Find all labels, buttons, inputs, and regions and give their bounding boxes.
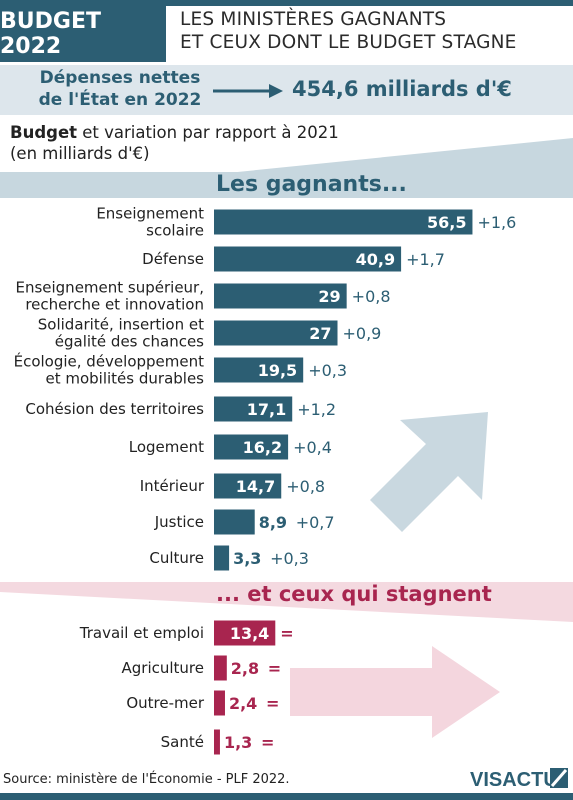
variation-label-1-0: = [280,624,293,643]
value-label-1-2: 2,4 [229,694,257,713]
category-label-0-2-0: Enseignement supérieur, [15,279,204,297]
category-label-1-2-0: Outre-mer [126,694,205,712]
category-label-0-5-0: Cohésion des territoires [25,400,204,418]
bar-1-3 [214,729,220,755]
bar-0-4 [214,357,304,383]
bar-0-9 [214,545,230,571]
category-label-0-2-1: recherche et innovation [25,296,204,314]
budget-title-rest: et variation par rapport à 2021 [77,123,339,142]
value-label-1-3: 1,3 [224,733,252,752]
bar-0-2 [214,283,347,309]
logo-text: VISACTU [470,769,558,791]
value-label-0-2: 29 [318,287,340,306]
section-title-gainers: Les gagnants... [216,172,407,197]
variation-label-1-2: = [266,694,279,713]
spending-value: 454,6 milliards d'€ [292,77,512,101]
budget-badge: BUDGET 2022 [0,6,166,62]
category-label-0-8-0: Justice [154,513,204,531]
bar-0-0 [214,209,473,235]
spending-label-line-1: Dépenses nettes [39,68,201,88]
value-label-0-6: 16,2 [243,438,282,457]
category-label-0-0-0: Enseignement [96,205,204,223]
budget-title: Budget et variation par rapport à 2021 (… [10,122,339,164]
gainers-header-band [0,172,573,198]
value-label-0-1: 40,9 [356,250,395,269]
spending-label-line-2: de l'État en 2022 [38,90,202,110]
bar-0-6 [214,434,289,460]
value-label-0-4: 19,5 [258,361,297,380]
variation-label-1-3: = [261,733,274,752]
section-title-stagnant: ... et ceux qui stagnent [216,582,492,606]
variation-label-0-8: +0,7 [296,513,335,532]
value-label-0-5: 17,1 [247,400,286,419]
variation-label-0-1: +1,7 [406,250,445,269]
right-arrow-icon [290,646,500,738]
variation-label-0-7: +0,8 [286,477,325,496]
bar-0-1 [214,246,402,272]
headline-line-2: ET CEUX DONT LE BUDGET STAGNE [180,32,517,53]
value-label-0-8: 8,9 [259,513,287,532]
headline: LES MINISTÈRES GAGNANTS ET CEUX DONT LE … [180,8,570,54]
category-label-0-9-0: Culture [149,549,204,567]
category-label-1-0-0: Travail et emploi [79,624,204,642]
category-label-0-3-0: Solidarité, insertion et [38,316,204,334]
category-label-0-6-0: Logement [129,438,204,456]
spending-label: Dépenses nettes de l'État en 2022 [30,67,210,111]
bar-0-8 [214,509,255,535]
value-label-0-9: 3,3 [233,549,261,568]
bar-0-7 [214,473,282,499]
budget-title-bold: Budget [10,123,78,142]
source-note: Source: ministère de l'Économie - PLF 20… [3,772,290,787]
variation-label-0-2: +0,8 [352,287,391,306]
spending-box: Dépenses nettes de l'État en 2022 454,6 … [0,65,573,115]
value-label-1-0: 13,4 [230,624,269,643]
value-label-0-7: 14,7 [236,477,275,496]
value-label-1-1: 2,8 [231,659,259,678]
budget-title-line-1: Budget et variation par rapport à 2021 [10,122,339,143]
stagnant-band [0,582,573,622]
variation-label-0-0: +1,6 [477,213,516,232]
category-label-0-4-0: Écologie, développement [14,352,205,371]
bar-1-0 [214,620,276,646]
arrow-right-icon [213,84,283,98]
bar-0-5 [214,396,293,422]
budget-title-line-2: (en milliards d'€) [10,144,150,163]
category-label-0-0-1: scolaire [146,222,204,240]
bar-1-1 [214,655,227,681]
top-bar [0,0,573,6]
bar-1-2 [214,690,225,716]
category-label-0-4-1: et mobilités durables [45,370,204,388]
category-label-1-1-0: Agriculture [122,659,205,677]
variation-label-0-6: +0,4 [293,438,332,457]
variation-label-0-5: +1,2 [297,400,336,419]
up-right-arrow-icon [370,412,488,532]
category-label-1-3-0: Santé [161,733,204,751]
variation-label-0-4: +0,3 [308,361,347,380]
value-label-0-3: 27 [309,324,331,343]
variation-label-0-9: +0,3 [270,549,309,568]
category-label-0-1-0: Défense [142,250,204,268]
value-label-0-0: 56,5 [427,213,466,232]
variation-label-1-1: = [268,659,281,678]
variation-label-0-3: +0,9 [343,324,382,343]
bar-0-3 [214,320,338,346]
visactu-logo: VISACTU [470,768,568,791]
category-label-0-7-0: Intérieur [140,477,205,495]
category-label-0-3-1: égalité des chances [55,333,204,351]
bottom-bar [0,793,573,800]
headline-line-1: LES MINISTÈRES GAGNANTS [180,9,447,30]
